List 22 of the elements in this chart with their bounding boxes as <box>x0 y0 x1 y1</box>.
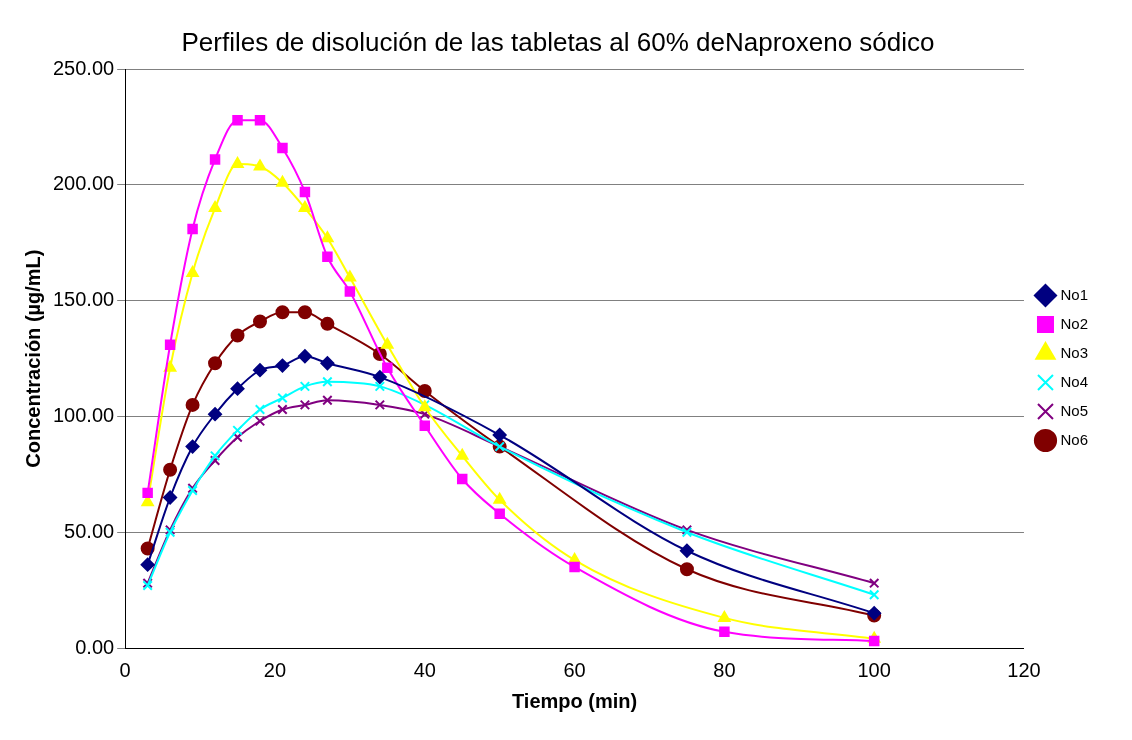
legend-label: No1 <box>1060 285 1089 303</box>
y-tick-label: 0.00 <box>75 635 115 658</box>
legend-label: No3 <box>1060 343 1089 361</box>
x-tick-label: 0 <box>119 658 131 681</box>
legend-label: No5 <box>1060 401 1089 419</box>
x-tick-label: 20 <box>263 658 287 681</box>
x-tick-label: 60 <box>563 658 586 681</box>
legend-label: No2 <box>1060 314 1089 332</box>
x-tick-label: 80 <box>713 658 736 681</box>
y-tick-label: 250.00 <box>53 56 115 79</box>
y-axis-title: Concentración (µg/mL) <box>21 249 44 468</box>
y-tick-label: 150.00 <box>53 288 115 311</box>
x-axis-title: Tiempo (min) <box>511 689 638 712</box>
chart-title: Perfiles de disolución de las tabletas al 60% deNaproxeno sódico <box>181 26 935 57</box>
x-tick-label: 120 <box>1007 658 1041 681</box>
x-tick-label: 100 <box>857 658 891 681</box>
y-tick-label: 100.00 <box>53 404 115 426</box>
legend-label: No6 <box>1060 430 1089 448</box>
legend-label: No4 <box>1060 372 1089 390</box>
x-tick-label: 40 <box>413 658 436 681</box>
y-tick-label: 50.00 <box>64 519 115 542</box>
y-tick-label: 200.00 <box>53 172 115 195</box>
